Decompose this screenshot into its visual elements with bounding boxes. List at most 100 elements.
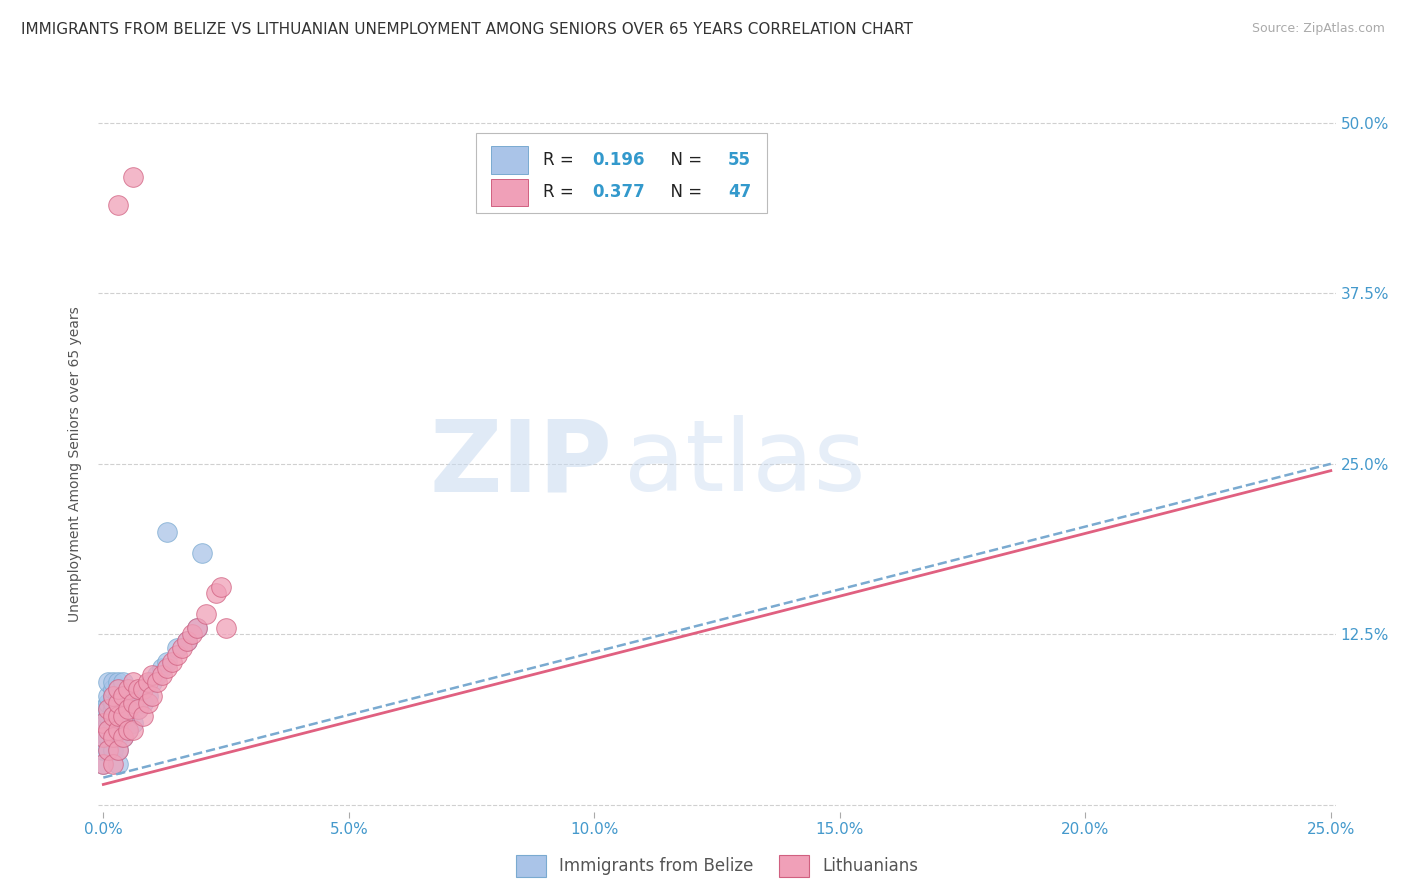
- Point: [209, 580, 232, 594]
- Text: Source: ZipAtlas.com: Source: ZipAtlas.com: [1251, 22, 1385, 36]
- Point: [107, 743, 129, 757]
- Point: [91, 716, 114, 731]
- Point: [97, 696, 120, 710]
- Bar: [475, 134, 766, 213]
- Point: [101, 730, 124, 744]
- Point: [166, 648, 188, 662]
- Point: [107, 709, 129, 723]
- Point: [91, 702, 114, 716]
- Point: [107, 197, 129, 211]
- Point: [156, 524, 179, 539]
- Point: [117, 681, 139, 696]
- Point: [121, 716, 143, 731]
- Point: [170, 640, 193, 655]
- Point: [186, 621, 208, 635]
- Bar: [491, 178, 527, 206]
- Point: [141, 675, 163, 690]
- Point: [107, 696, 129, 710]
- Point: [121, 170, 143, 185]
- Point: [121, 723, 143, 737]
- Text: 47: 47: [728, 184, 751, 202]
- Point: [156, 661, 179, 675]
- Point: [101, 743, 124, 757]
- Point: [117, 709, 139, 723]
- Point: [166, 640, 188, 655]
- Point: [101, 730, 124, 744]
- Point: [150, 668, 173, 682]
- Text: R =: R =: [543, 151, 579, 169]
- Point: [107, 743, 129, 757]
- Point: [111, 730, 134, 744]
- Point: [97, 723, 120, 737]
- Point: [97, 702, 120, 716]
- Point: [111, 675, 134, 690]
- Point: [97, 743, 120, 757]
- Legend: Immigrants from Belize, Lithuanians: Immigrants from Belize, Lithuanians: [509, 848, 925, 883]
- Point: [111, 689, 134, 703]
- Point: [111, 716, 134, 731]
- Text: 0.377: 0.377: [592, 184, 645, 202]
- Point: [91, 730, 114, 744]
- Point: [107, 716, 129, 731]
- Point: [97, 716, 120, 731]
- Point: [136, 696, 159, 710]
- Point: [160, 655, 183, 669]
- Point: [91, 756, 114, 771]
- Point: [186, 621, 208, 635]
- Point: [101, 709, 124, 723]
- Y-axis label: Unemployment Among Seniors over 65 years: Unemployment Among Seniors over 65 years: [69, 306, 83, 622]
- Text: atlas: atlas: [624, 416, 866, 512]
- Point: [97, 689, 120, 703]
- Text: 0.196: 0.196: [592, 151, 644, 169]
- Point: [101, 716, 124, 731]
- Bar: [491, 146, 527, 174]
- Point: [101, 696, 124, 710]
- Point: [107, 702, 129, 716]
- Point: [215, 621, 238, 635]
- Point: [146, 668, 169, 682]
- Point: [111, 730, 134, 744]
- Point: [91, 730, 114, 744]
- Point: [97, 675, 120, 690]
- Point: [205, 586, 228, 600]
- Point: [97, 723, 120, 737]
- Point: [156, 655, 179, 669]
- Point: [111, 709, 134, 723]
- Point: [121, 696, 143, 710]
- Point: [111, 689, 134, 703]
- Point: [91, 743, 114, 757]
- Point: [97, 743, 120, 757]
- Point: [150, 661, 173, 675]
- Point: [127, 681, 149, 696]
- Point: [91, 756, 114, 771]
- Point: [101, 723, 124, 737]
- Point: [131, 696, 153, 710]
- Point: [117, 702, 139, 716]
- Text: ZIP: ZIP: [429, 416, 612, 512]
- Point: [195, 607, 218, 621]
- Point: [101, 689, 124, 703]
- Point: [127, 702, 149, 716]
- Point: [141, 668, 163, 682]
- Point: [121, 675, 143, 690]
- Point: [101, 675, 124, 690]
- Point: [101, 689, 124, 703]
- Point: [101, 681, 124, 696]
- Point: [180, 627, 202, 641]
- Text: N =: N =: [661, 184, 707, 202]
- Point: [107, 709, 129, 723]
- Point: [107, 730, 129, 744]
- Point: [117, 723, 139, 737]
- Point: [107, 723, 129, 737]
- Text: R =: R =: [543, 184, 579, 202]
- Text: IMMIGRANTS FROM BELIZE VS LITHUANIAN UNEMPLOYMENT AMONG SENIORS OVER 65 YEARS CO: IMMIGRANTS FROM BELIZE VS LITHUANIAN UNE…: [21, 22, 912, 37]
- Point: [97, 709, 120, 723]
- Point: [176, 634, 198, 648]
- Point: [111, 702, 134, 716]
- Point: [97, 730, 120, 744]
- Point: [127, 702, 149, 716]
- Point: [97, 702, 120, 716]
- Point: [136, 675, 159, 690]
- Point: [107, 689, 129, 703]
- Point: [176, 634, 198, 648]
